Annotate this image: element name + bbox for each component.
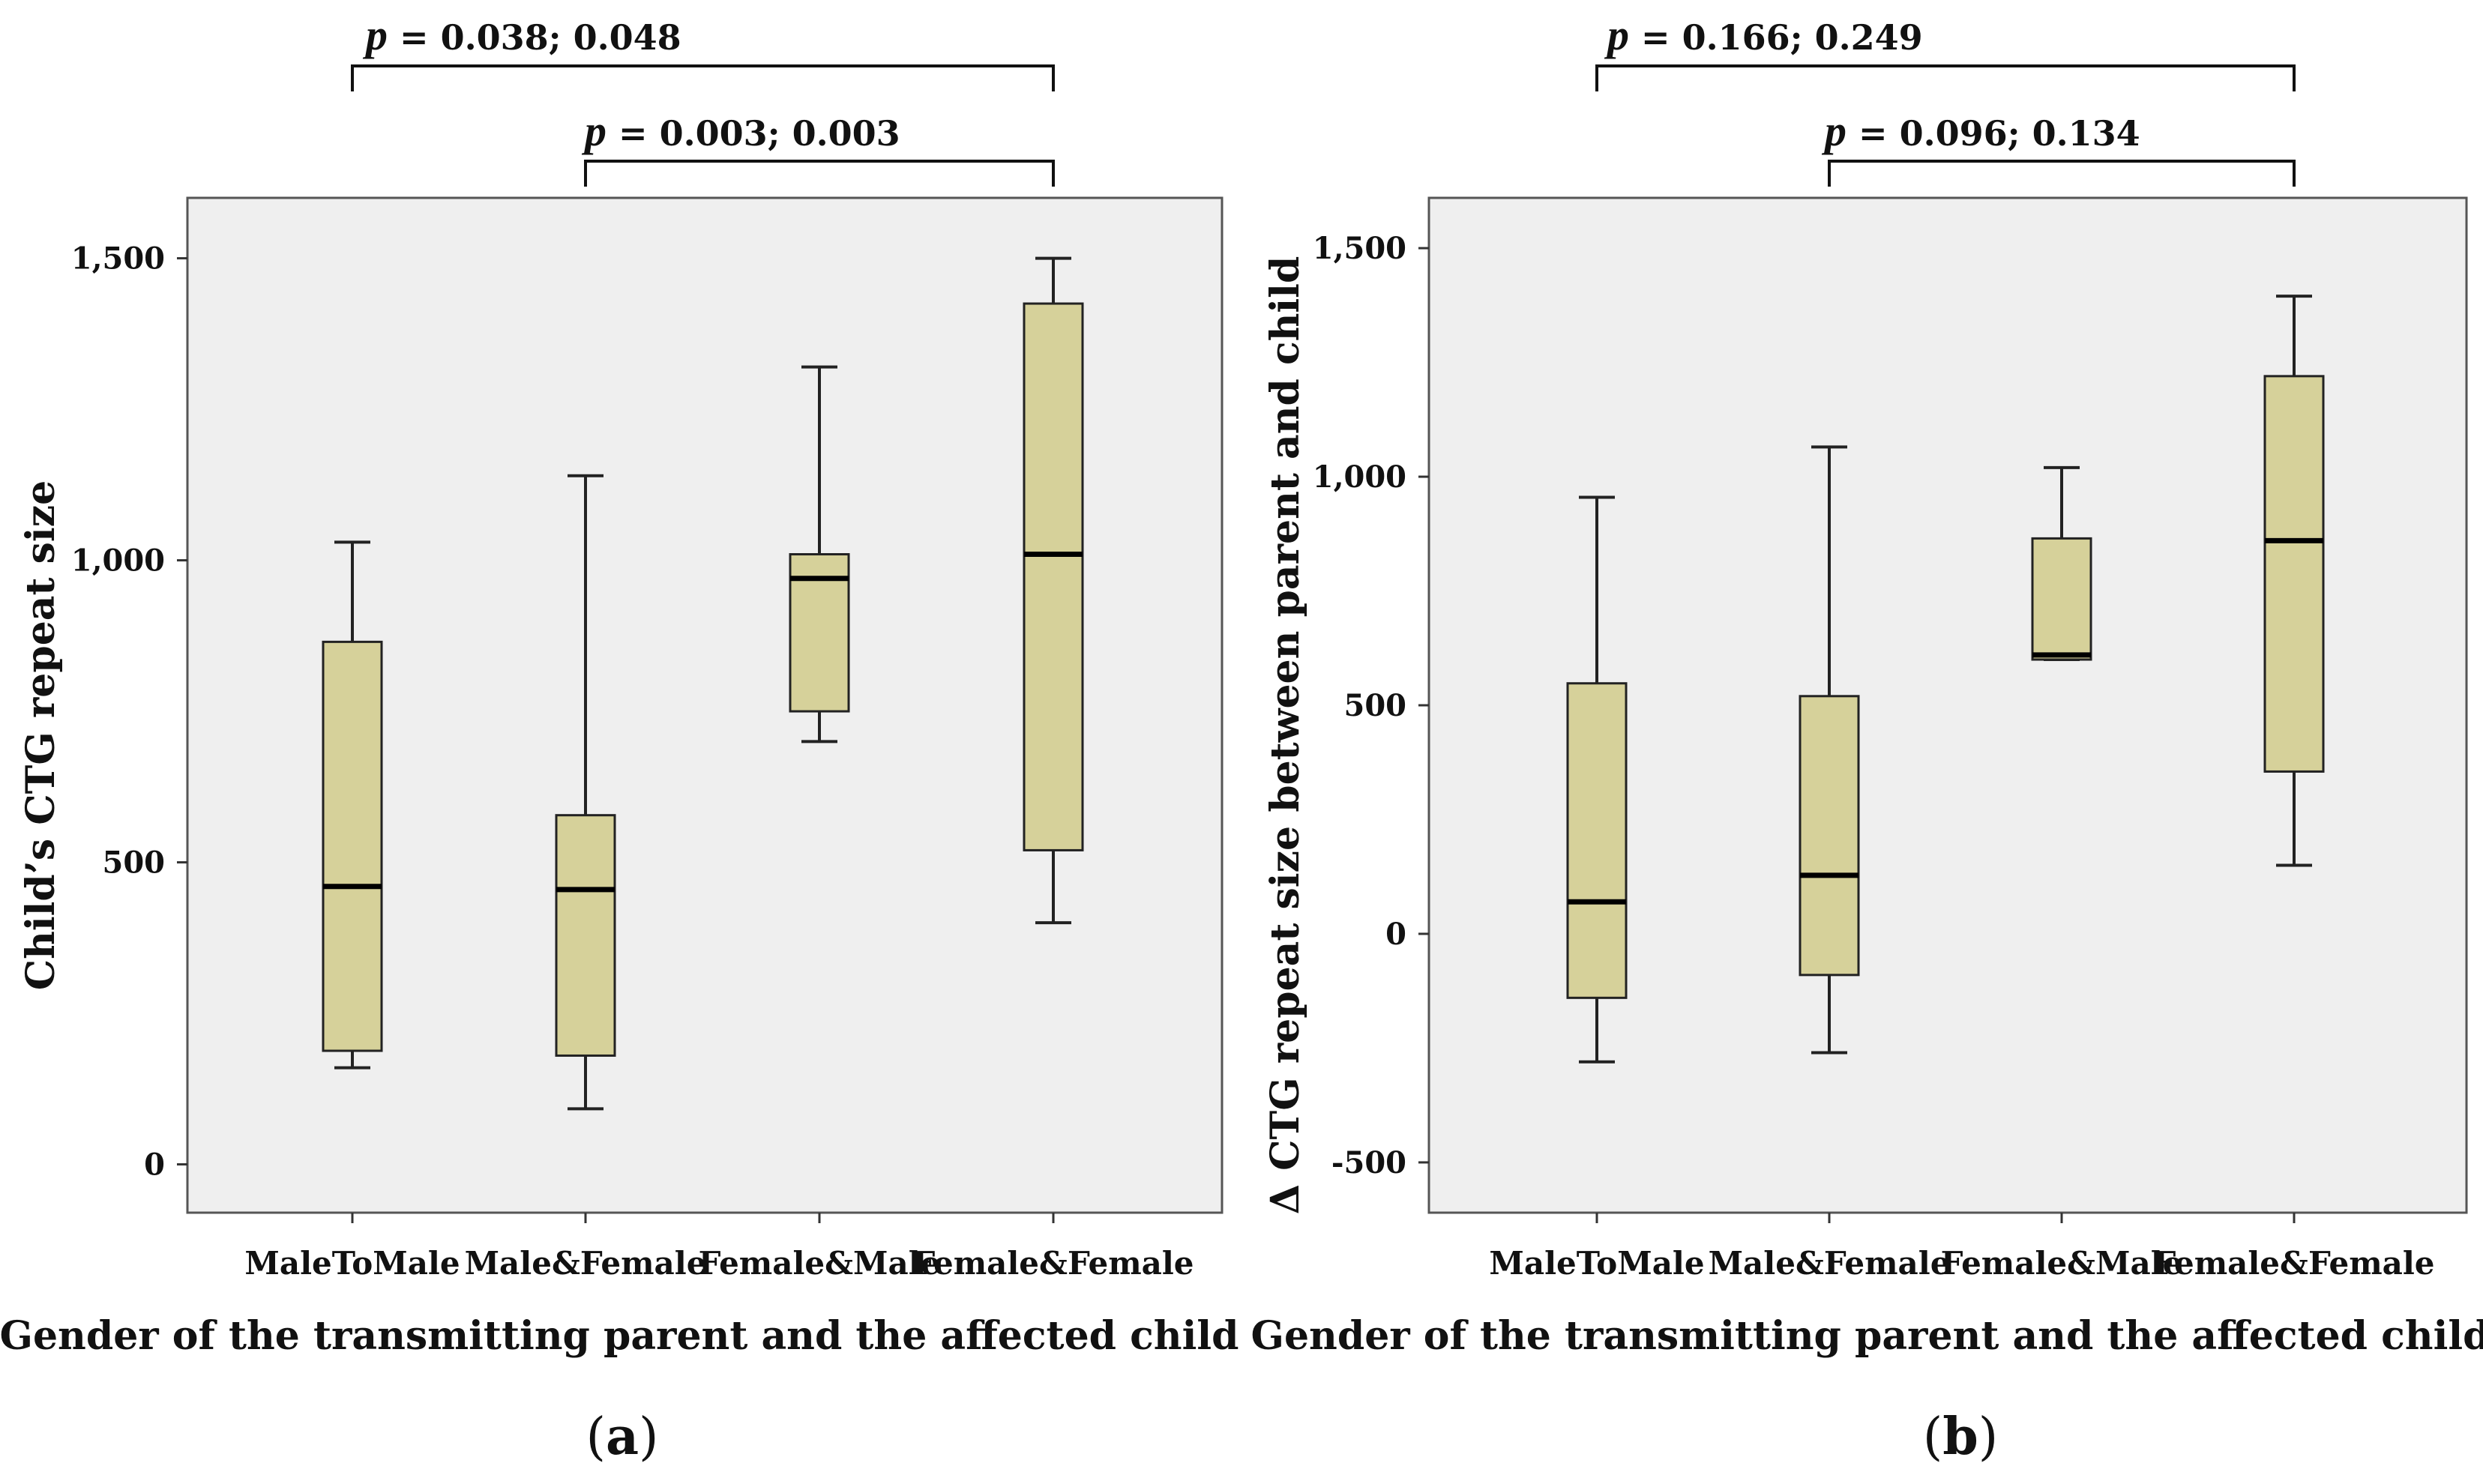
iqr-box [1799, 695, 1860, 977]
y-tick-label: 1,000 [1313, 459, 1406, 495]
y-tick-label: 500 [103, 845, 166, 881]
y-tick-label: 0 [1385, 917, 1406, 952]
y-tick-label: 0 [144, 1147, 165, 1183]
box-female-female [1023, 256, 1084, 925]
iqr-box [322, 640, 383, 1052]
p-values: = 0.166; 0.249 [1629, 17, 1923, 58]
p-symbol: p [362, 10, 388, 59]
box-female-male [789, 365, 850, 743]
iqr-box [2263, 375, 2325, 773]
significance-bracket [1828, 160, 2296, 187]
panel-label-b: (b) [1923, 1407, 1999, 1467]
iqr-box [555, 814, 616, 1057]
significance-bracket [584, 160, 1055, 187]
x-axis-label-a: Gender of the transmitting parent and th… [0, 1313, 1239, 1359]
p-symbol: p [581, 106, 607, 155]
x-tick-label: MaleToMale [244, 1245, 460, 1282]
x-tick-label: Female&Female [912, 1245, 1194, 1282]
box-male-female [555, 474, 616, 1111]
y-axis-label-a: Child’s CTG repeat size [18, 480, 64, 991]
y-axis-label-b: Δ CTG repeat size between parent and chi… [1262, 256, 1308, 1215]
iqr-box [1566, 682, 1628, 999]
significance-bracket [1595, 64, 2296, 91]
y-tick-label: 500 [1344, 688, 1407, 723]
significance-bracket [351, 64, 1055, 91]
p-annotation-top-a: p = 0.038; 0.048 [362, 10, 681, 59]
iqr-box [2031, 537, 2092, 661]
x-tick-label: Female&Male [699, 1245, 941, 1282]
y-tick-label: -500 [1331, 1145, 1406, 1180]
p-values: = 0.003; 0.003 [607, 113, 900, 154]
box-maletomale [1566, 495, 1628, 1064]
p-symbol: p [1604, 10, 1629, 59]
box-female-male [2031, 465, 2092, 662]
x-tick-label: Male&Female [1709, 1245, 1951, 1282]
y-tick-label: 1,500 [71, 241, 165, 277]
y-tick-label: 1,000 [71, 543, 165, 579]
panel-label-a: (a) [586, 1407, 658, 1467]
box-male-female [1799, 445, 1860, 1055]
p-annotation-top-b: p = 0.166; 0.249 [1604, 10, 1923, 59]
x-axis-label-b: Gender of the transmitting parent and th… [1251, 1313, 2483, 1359]
x-tick-label: Female&Male [1941, 1245, 2183, 1282]
iqr-box [1023, 302, 1084, 851]
box-maletomale [322, 540, 383, 1070]
panel-letter-b: b [1942, 1407, 1978, 1467]
p-values: = 0.038; 0.048 [388, 17, 681, 58]
x-tick-label: MaleToMale [1489, 1245, 1704, 1282]
p-values: = 0.096; 0.134 [1847, 113, 2140, 154]
x-tick-label: Male&Female [465, 1245, 707, 1282]
box-female-female [2263, 295, 2325, 867]
panel-letter-a: a [606, 1407, 639, 1467]
y-tick-label: 1,500 [1313, 231, 1406, 266]
p-symbol: p [1821, 106, 1847, 155]
p-annotation-bottom-a: p = 0.003; 0.003 [581, 106, 900, 155]
p-annotation-bottom-b: p = 0.096; 0.134 [1821, 106, 2140, 155]
x-tick-label: Female&Female [2153, 1245, 2434, 1282]
